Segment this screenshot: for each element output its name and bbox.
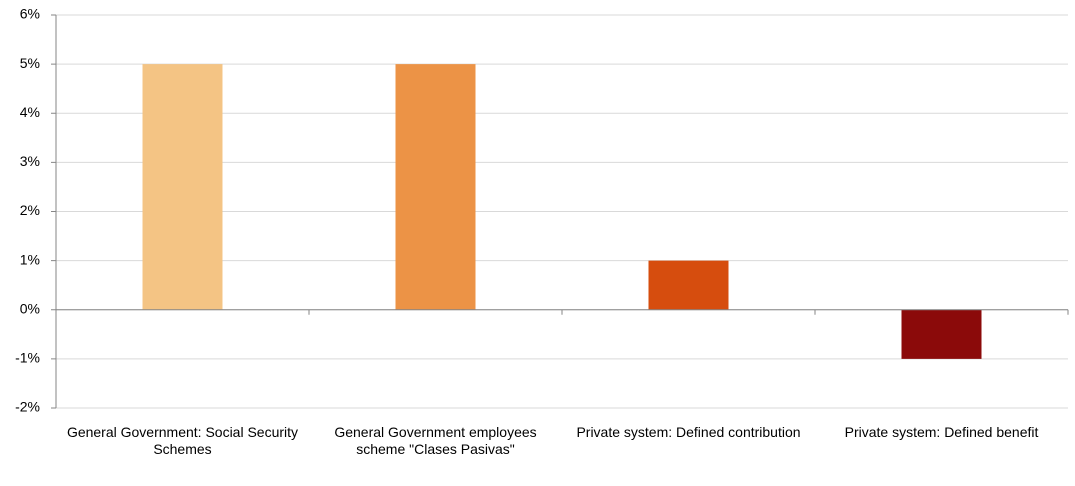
x-tick-label: General Government employees scheme "Cla… (334, 424, 537, 457)
x-tick-label: General Government: Social Security Sche… (66, 424, 299, 457)
y-tick-label: 5% (20, 55, 40, 71)
y-tick-label: 1% (20, 251, 40, 267)
y-tick-label: 0% (20, 300, 40, 316)
y-tick-label: 6% (20, 6, 40, 22)
bar (142, 64, 223, 310)
y-tick-label: -2% (15, 399, 40, 415)
y-tick-label: 3% (20, 153, 40, 169)
bar (395, 64, 476, 310)
x-tick-label: Private system: Defined contribution (576, 424, 801, 440)
y-tick-label: 4% (20, 104, 40, 120)
x-tick-label: Private system: Defined benefit (844, 424, 1039, 440)
y-tick-label: 2% (20, 202, 40, 218)
bar (648, 260, 729, 310)
bar (901, 309, 982, 359)
y-tick-label: -1% (15, 350, 40, 366)
